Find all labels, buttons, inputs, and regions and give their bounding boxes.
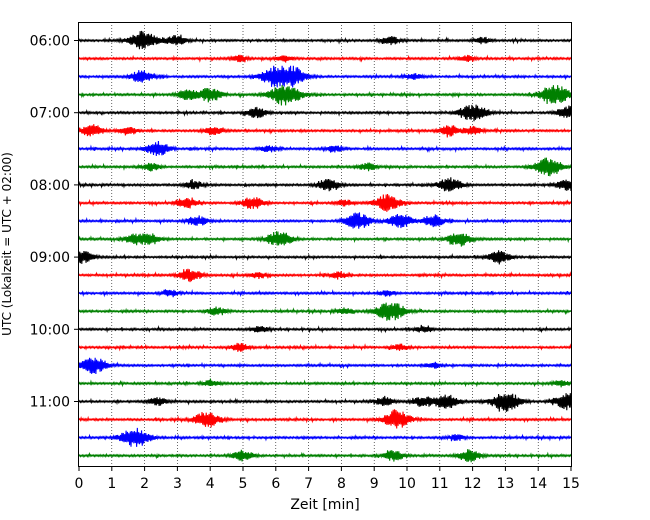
x-tick-label: 0 [75,476,84,492]
trace-0645 [78,84,572,106]
trace-1115 [78,409,572,429]
seismic-traces [78,30,572,463]
x-axis-ticks: 0 1 2 3 4 5 6 7 8 9 10 11 12 13 14 15 [75,466,580,492]
y-tick-label: 10:00 [30,322,70,338]
x-tick-label: 7 [304,476,313,492]
plot-frame [78,22,572,467]
x-tick-label: 6 [271,476,280,492]
x-tick-label: 2 [140,476,149,492]
x-tick-label: 3 [173,476,182,492]
x-tick-label: 15 [562,476,580,492]
x-tick-label: 14 [529,476,547,492]
trace-0830 [78,212,572,229]
trace-0630 [78,65,572,88]
trace-0815 [78,194,572,212]
vertical-gridlines [111,22,539,466]
trace-0615 [78,54,572,63]
x-tick-label: 13 [496,476,514,492]
y-tick-label: 08:00 [30,178,70,194]
x-tick-label: 11 [431,476,449,492]
trace-0700 [78,104,572,122]
x-tick-label: 12 [464,476,482,492]
trace-1015 [78,342,572,352]
trace-0900 [78,250,572,265]
trace-1130 [78,427,572,447]
x-tick-label: 4 [206,476,215,492]
y-axis-title: UTC (Lokalzeit = UTC + 02:00) [0,152,14,336]
trace-0930 [78,289,572,298]
y-tick-label: 09:00 [30,250,70,266]
trace-1030 [78,357,572,374]
trace-0600 [78,30,572,50]
trace-0715 [78,124,572,138]
y-axis-ticks: 06:00 07:00 08:00 09:00 10:00 11:00 [30,34,79,411]
trace-1000 [78,324,572,334]
x-tick-label: 5 [239,476,248,492]
y-tick-label: 11:00 [30,395,70,411]
x-tick-label: 1 [107,476,116,492]
trace-0845 [78,231,572,247]
trace-0730 [78,141,572,157]
x-axis-title: Zeit [min] [290,497,359,513]
trace-1100 [78,393,572,412]
trace-1045 [78,378,572,388]
x-tick-label: 8 [337,476,346,492]
x-tick-label: 9 [370,476,379,492]
y-tick-label: 06:00 [30,34,70,50]
trace-1145 [78,449,572,463]
x-tick-label: 10 [398,476,416,492]
trace-0800 [78,177,572,192]
trace-0915 [78,268,572,283]
y-tick-label: 07:00 [30,106,70,122]
trace-0945 [78,302,572,321]
trace-0745 [78,157,572,177]
